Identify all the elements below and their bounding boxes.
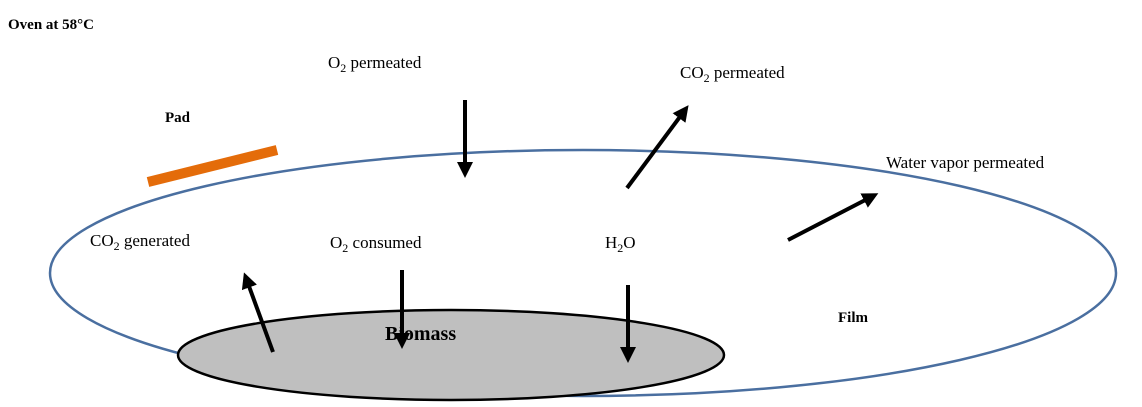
pad-bar (146, 145, 279, 187)
arrow (241, 272, 275, 353)
label: Pad (165, 110, 191, 126)
label: Film (838, 310, 868, 326)
label: O2 permeated (328, 53, 422, 75)
film-ellipse (48, 148, 1118, 398)
label: Biomass (385, 323, 456, 345)
biomass-ellipse (176, 308, 726, 402)
label: Water vapor permeated (886, 153, 1045, 172)
label: CO2 permeated (680, 63, 785, 85)
label: O2 consumed (330, 233, 422, 255)
title: Oven at 58°C (8, 17, 94, 33)
label: CO2 generated (90, 231, 190, 253)
label: H2O (605, 233, 636, 255)
arrow (787, 193, 879, 242)
arrow (625, 105, 689, 190)
